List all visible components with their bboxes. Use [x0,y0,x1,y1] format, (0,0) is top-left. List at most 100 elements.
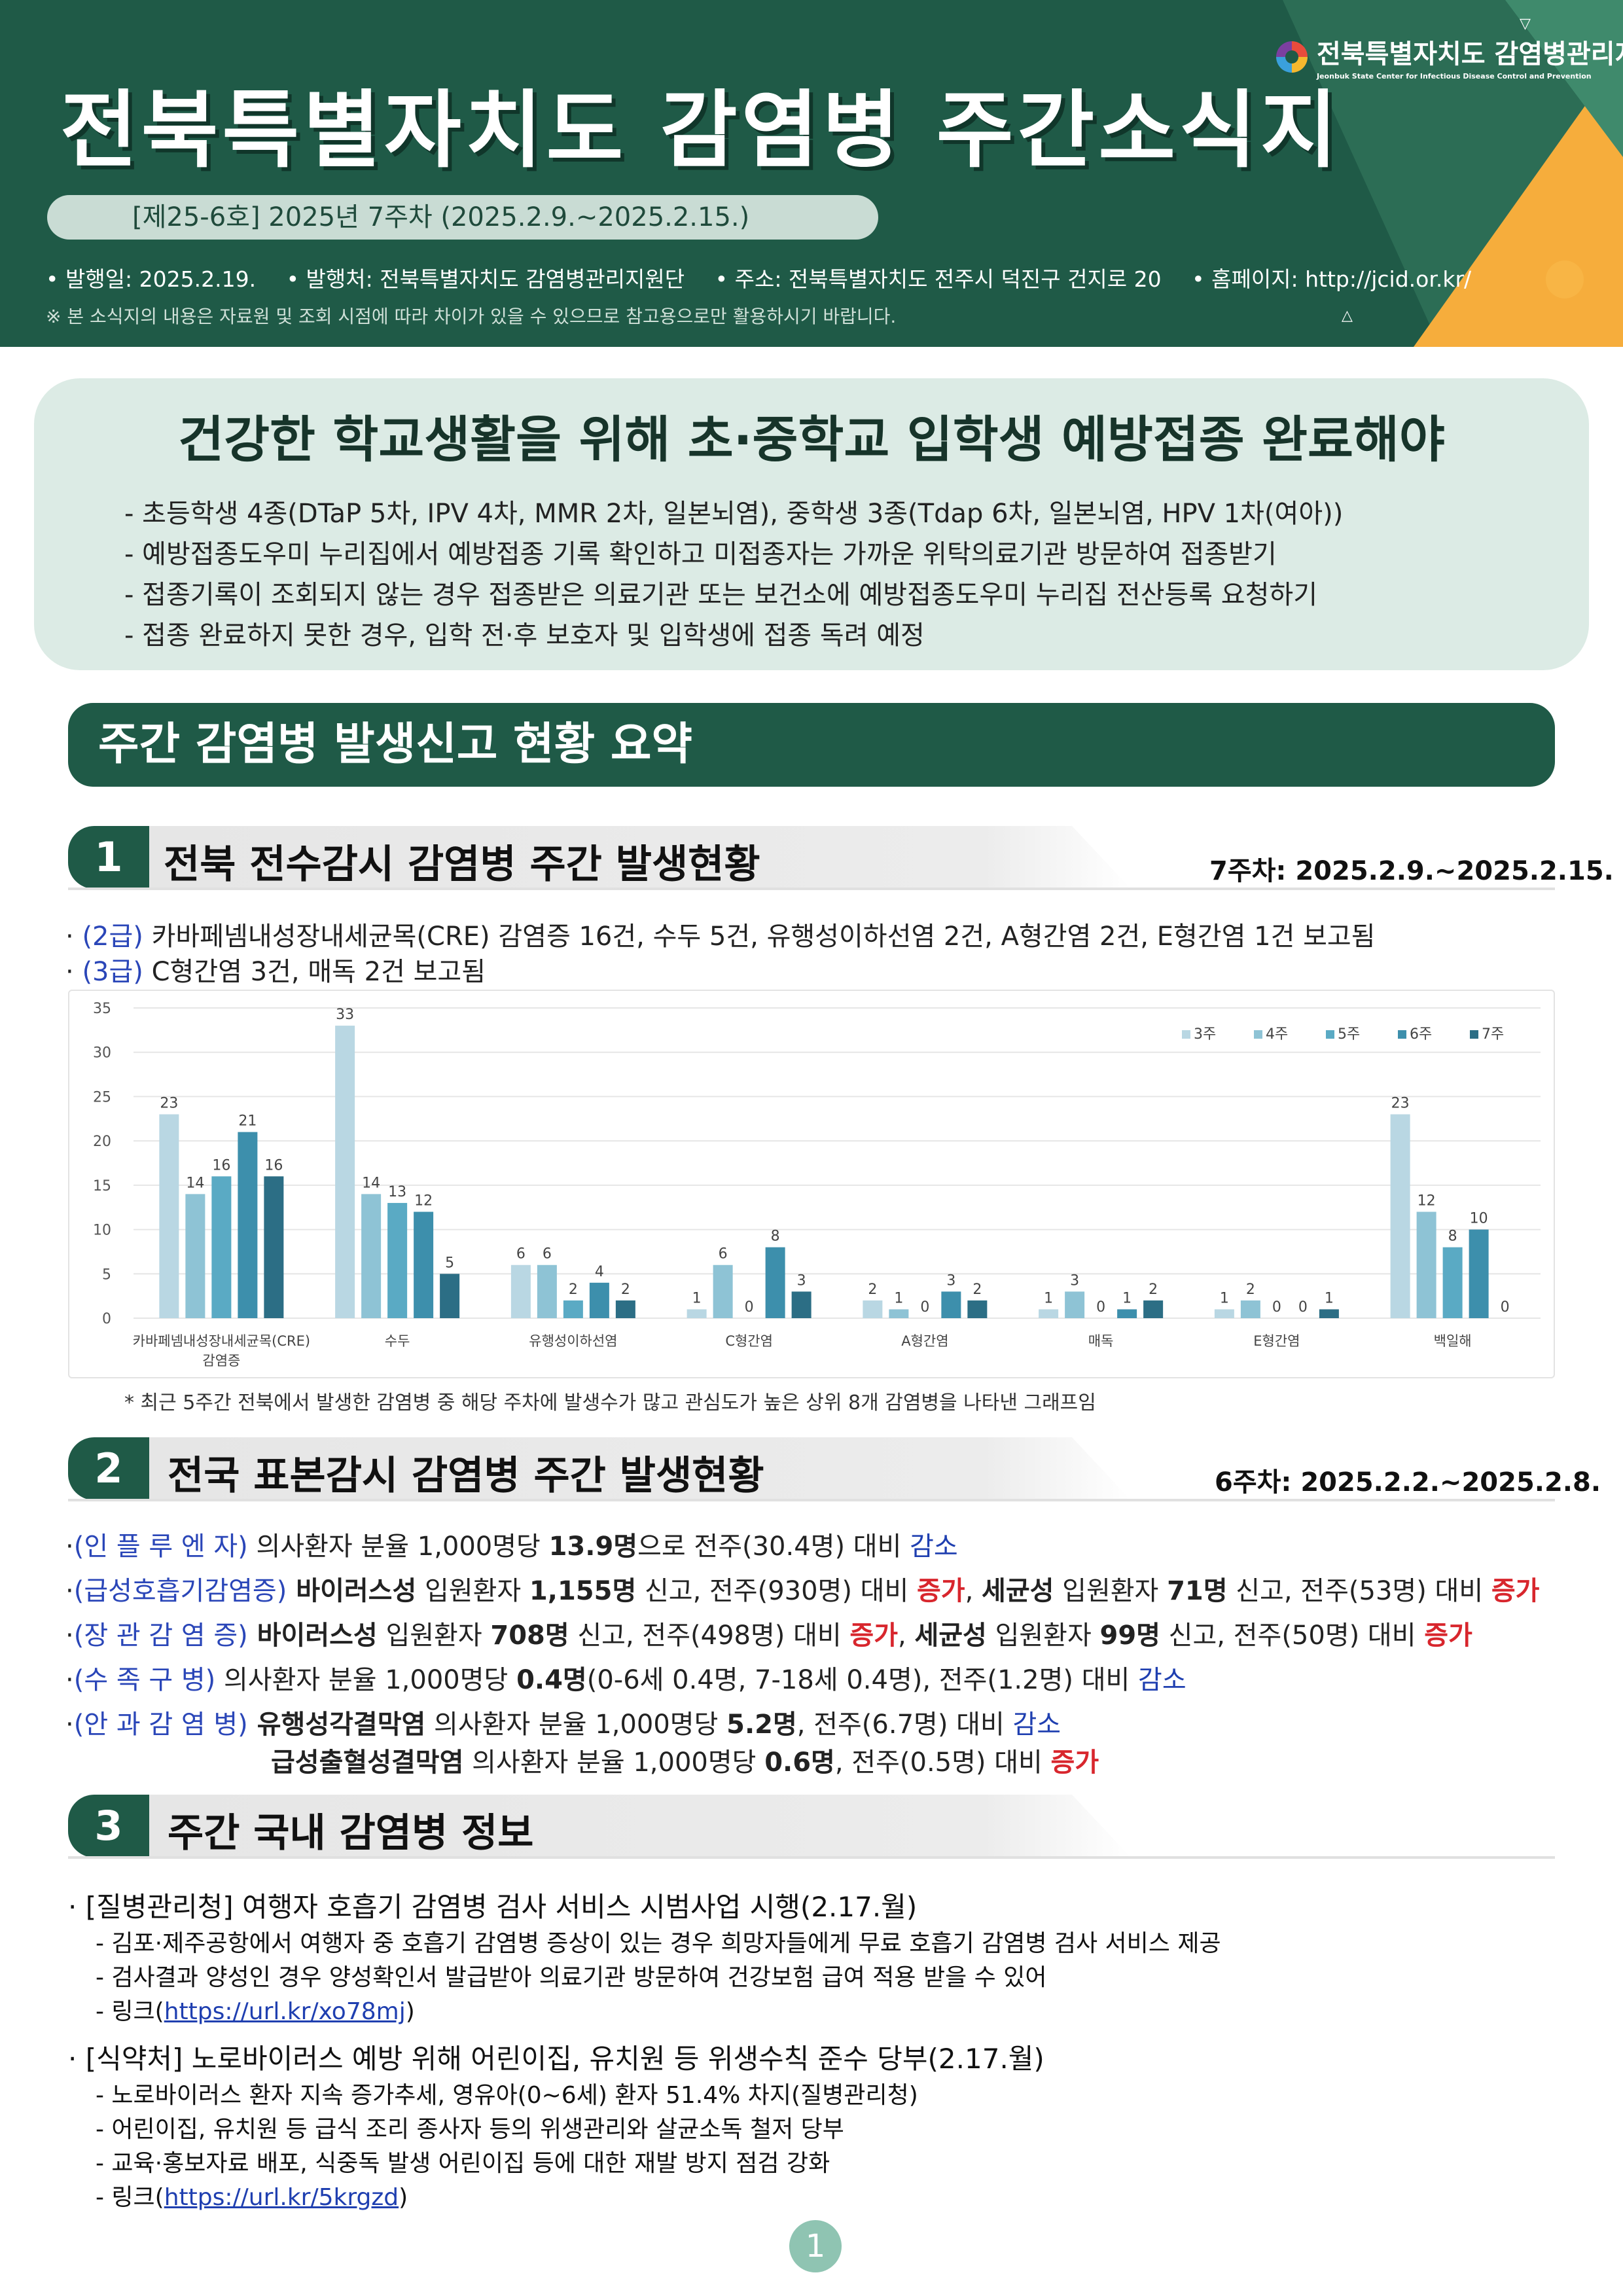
legend-swatch [1182,1030,1190,1039]
bar [414,1211,434,1318]
y-tick-label: 5 [102,1266,111,1283]
section-1-title: 전북 전수감시 감염병 주간 발생현황 [164,842,760,888]
row-text: 증가 [1050,1748,1099,1778]
data-label: 0 [1298,1299,1308,1316]
disease-group-label: (급성호흡기감염증) [73,1576,287,1606]
disease-group-label: (안 과 감 염 병) [73,1710,248,1740]
bar [510,1265,531,1318]
grade-2-label: (2급) [82,922,143,952]
news-headline: · [질병관리청] 여행자 호흡기 감염병 검사 서비스 시범사업 시행(2.1… [68,1891,918,1923]
highlight-item: - 초등학생 4종(DTaP 5차, IPV 4차, MMR 2차, 일본뇌염)… [124,499,1344,529]
y-tick-label: 30 [93,1045,111,1062]
section-2-title: 전국 표본감시 감염병 주간 발생현황 [168,1453,764,1499]
bar [1442,1247,1463,1318]
bar [687,1309,707,1318]
data-label: 6 [516,1246,526,1263]
data-label: 2 [569,1282,578,1298]
data-label: 13 [388,1184,406,1200]
bar [941,1291,961,1318]
bar [1143,1300,1164,1318]
surveillance-row: · (안 과 감 염 병) 유행성각결막염 의사환자 분율 1,000명당 5.… [65,1703,1061,1741]
row-text: , 전주(6.7명) 대비 [796,1710,1013,1740]
data-label: 0 [1272,1299,1281,1316]
disease-group-label: (수 족 구 병) [73,1665,216,1695]
legend-swatch [1470,1030,1478,1039]
row-bullet: · [65,1710,74,1740]
section-2-band [149,1437,1131,1500]
row-text: 의사환자 분율 1,000명당 [425,1710,727,1740]
row-text: 1,155명 [529,1576,637,1606]
bar [335,1026,355,1318]
grade-2-text: 카바페넴내성장내세균목(CRE) 감염증 16건, 수두 5건, 유행성이하선염… [143,922,1376,952]
data-label: 0 [920,1299,929,1316]
news-item: - 어린이집, 유치원 등 급식 조리 종사자 등의 위생관리와 살균소독 철저… [96,2116,844,2143]
grade-3-label: (3급) [82,957,143,987]
bar [159,1114,179,1318]
org-name-en: Jeonbuk State Center for Infectious Dise… [1317,72,1592,81]
data-label: 21 [238,1113,257,1130]
section-3-title: 주간 국내 감염병 정보 [168,1810,534,1856]
row-text: 세균성 [982,1576,1054,1606]
data-label: 0 [1096,1299,1105,1316]
chart-footnote: * 최근 5주간 전북에서 발생한 감염병 중 해당 주차에 발생수가 많고 관… [124,1391,1096,1414]
data-label: 0 [745,1299,754,1316]
bar [791,1291,812,1318]
news-link-line: - 링크(https://url.kr/xo78mj) [96,1992,415,2026]
row-text: 급성출혈성결막염 [271,1748,464,1778]
row-text: 신고, 전주(50명) 대비 [1160,1621,1425,1651]
address: • 주소: 전북특별자치도 전주시 덕진구 건지로 20 [715,266,1162,292]
highlight-item: - 접종 완료하지 못한 경우, 입학 전·후 보호자 및 입학생에 접종 독려… [124,620,925,651]
news-link[interactable]: https://url.kr/5krgzd [164,2184,399,2211]
data-label: 23 [1391,1096,1410,1112]
bar [889,1309,909,1318]
org-logo-icon [1276,41,1308,73]
section-1-date: 7주차: 2025.2.9.~2025.2.15. [1209,856,1614,886]
news-item: - 김포·제주공항에서 여행자 중 호흡기 감염병 증상이 있는 경우 희망자들… [96,1930,1221,1957]
row-text: 입원환자 [1054,1576,1168,1606]
data-label: 2 [621,1282,630,1298]
row-text: 감소 [910,1532,958,1562]
row-text: 71명 [1167,1576,1228,1606]
legend-label: 5주 [1338,1026,1360,1043]
news-headline: · [식약처] 노로바이러스 예방 위해 어린이집, 유치원 등 위생수칙 준수… [68,2043,1044,2075]
weekly-cases-chart: 051015202530352314162116카바페넴내성장내세균목(CRE)… [93,1001,1541,1369]
row-text: 신고, 전주(53명) 대비 [1227,1576,1491,1606]
section-2-date: 6주차: 2025.2.2.~2025.2.8. [1215,1467,1601,1498]
divider [68,1499,1555,1501]
data-label: 1 [1325,1290,1334,1306]
news-link[interactable]: https://url.kr/xo78mj [164,1998,406,2025]
pub-date: • 발행일: 2025.2.19. [46,266,257,292]
data-label: 5 [445,1255,454,1271]
homepage-link[interactable]: • 홈페이지: http://jcid.or.kr/ [1192,266,1472,292]
section-1-band [149,826,1131,889]
data-label: 2 [868,1282,877,1298]
x-tick-label: C형간염 [725,1333,773,1349]
section-1-line-2: · (3급) C형간염 3건, 매독 2건 보고됨 [65,957,486,987]
bar [765,1247,785,1318]
row-text: 증가 [916,1576,965,1606]
legend-label: 4주 [1266,1026,1288,1043]
row-bullet: · [65,1532,74,1562]
row-bullet: · [65,1576,74,1606]
highlight-item: - 접종기록이 조회되지 않는 경우 접종받은 의료기관 또는 보건소에 예방접… [124,580,1318,610]
surveillance-row: · (장 관 감 염 증) 바이러스성 입원환자 708명 신고, 전주(498… [65,1614,1472,1652]
row-text: 증가 [1491,1576,1540,1606]
row-bullet: · [65,1665,74,1695]
data-label: 8 [1448,1229,1457,1245]
data-label: 2 [972,1282,982,1298]
bar [1390,1114,1410,1318]
divider [68,888,1555,890]
section-3-number: 3 [68,1795,149,1857]
row-text: 입원환자 [986,1621,1100,1651]
page-number: 1 [789,2220,842,2272]
newsletter-title: 전북특별자치도 감염병 주간소식지 [60,82,1342,179]
data-label: 4 [595,1264,604,1280]
bar [1065,1291,1085,1318]
data-label: 23 [160,1096,178,1112]
row-text: 신고, 전주(498명) 대비 [569,1621,850,1651]
link-suffix: ) [399,2184,408,2211]
row-text: 5.2명 [726,1710,797,1740]
bar [537,1265,557,1318]
surveillance-row: 급성출혈성결막염 의사환자 분율 1,000명당 0.6명, 전주(0.5명) … [65,1741,1099,1779]
bar [238,1132,258,1318]
